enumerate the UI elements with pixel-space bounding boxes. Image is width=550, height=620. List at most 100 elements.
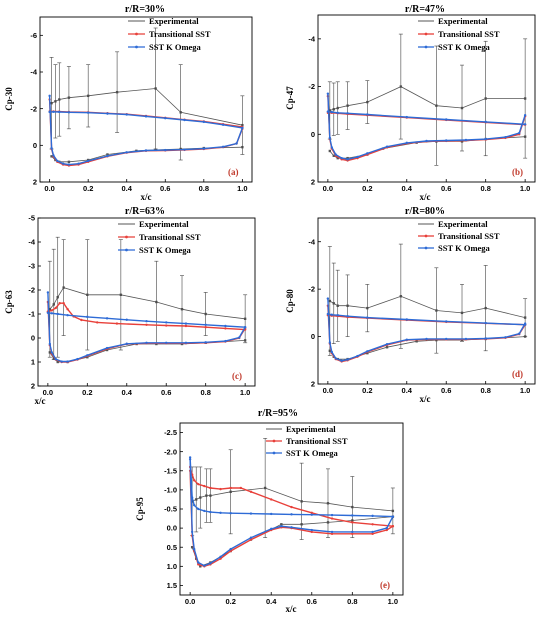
data-point-sst: [290, 513, 293, 516]
data-point-sst: [445, 320, 448, 323]
data-point-sst: [356, 354, 359, 358]
data-point-sst: [336, 314, 339, 317]
series-line-experimental: [51, 146, 243, 163]
legend-marker-transitional: [125, 235, 128, 239]
data-point-sst: [405, 318, 408, 321]
data-point-sst: [270, 527, 273, 531]
data-point-transitional: [145, 323, 148, 326]
legend-transitional: Transitional SST: [438, 231, 500, 241]
data-point-sst: [144, 149, 148, 152]
data-point-sst: [464, 138, 468, 142]
data-point-sst: [328, 341, 332, 344]
data-point-sst: [86, 354, 89, 357]
y-axis-label: Cp-47: [285, 86, 295, 110]
y-tick-label: -1.0: [164, 485, 177, 494]
data-point-sst: [145, 320, 148, 323]
legend-marker-transitional: [135, 32, 138, 36]
axis-ticks: 0.0 0.2 0.4 0.6 0.8 1.0 -2.5 -2.0 -1.5 -1.0 -0.5 0.…: [164, 428, 398, 606]
series-line-transitional: [327, 305, 526, 363]
series-line-experimental: [51, 88, 243, 126]
series-line-sst: [327, 110, 526, 125]
chart-title: r/R=80%: [405, 206, 445, 217]
legend-experimental: Experimental: [286, 424, 336, 434]
data-point-experimental: [385, 346, 389, 349]
data-point-sst: [106, 154, 109, 158]
y-tick-label: -6: [30, 31, 37, 40]
y-tick-label: -0.5: [164, 505, 177, 514]
y-tick-label: 0: [311, 332, 315, 341]
legend-marker-sst: [272, 451, 276, 455]
data-point-experimental: [67, 160, 71, 164]
series-line-sst: [48, 95, 244, 166]
data-point-sst: [346, 158, 349, 161]
data-point-transitional: [58, 302, 61, 305]
data-point-sst: [336, 111, 339, 115]
series-line-transitional: [47, 301, 246, 363]
data-point-sst: [238, 336, 241, 339]
y-tick-label: -4: [308, 237, 315, 246]
data-point-sst: [249, 536, 253, 539]
data-point-sst: [330, 350, 334, 354]
data-point-sst: [391, 515, 395, 518]
data-point-sst: [270, 512, 273, 516]
y-tick-label: -1.5: [164, 466, 177, 475]
y-tick-label: 2: [311, 380, 315, 389]
data-point-transitional: [224, 327, 227, 330]
data-point-transitional: [192, 479, 196, 482]
data-point-sst: [405, 338, 408, 341]
data-point-sst: [183, 118, 186, 122]
x-tick-label: 0.8: [347, 597, 357, 606]
data-point-transitional: [54, 306, 57, 310]
data-point-sst: [334, 153, 337, 156]
data-point-sst: [209, 510, 212, 514]
data-point-sst: [50, 351, 54, 354]
y-tick-label: 0: [31, 334, 35, 343]
data-point-sst: [66, 314, 69, 317]
legend: Experimental Transitional SST SST K Omeg…: [418, 16, 500, 52]
plot-marks: [326, 33, 528, 166]
data-point-transitional: [351, 521, 354, 524]
panel-label: (b): [512, 167, 523, 177]
y-tick-label: 0: [311, 130, 315, 139]
data-point-experimental: [199, 565, 202, 568]
data-point-sst: [164, 117, 167, 120]
x-tick-label: 0.2: [362, 184, 372, 193]
data-point-sst: [54, 357, 57, 361]
data-point-transitional: [115, 322, 119, 325]
data-point-sst: [192, 547, 196, 551]
data-point-transitional: [249, 490, 253, 493]
data-point-sst: [197, 561, 200, 564]
legend-experimental: Experimental: [149, 16, 199, 26]
y-tick-label: 1: [31, 358, 35, 367]
series-line-sst: [327, 313, 526, 326]
legend-transitional: Transitional SST: [139, 232, 201, 242]
series-line-experimental: [329, 295, 526, 318]
plot-frame: [317, 14, 536, 183]
data-point-sst: [106, 112, 109, 115]
data-point-sst: [280, 525, 283, 528]
legend: Experimental Transitional SST SST K Omeg…: [418, 219, 500, 253]
data-point-sst: [243, 326, 247, 329]
x-tick-label: 0.2: [82, 388, 92, 397]
legend-experimental: Experimental: [139, 219, 189, 229]
x-tick-label: 0.6: [307, 597, 317, 606]
data-point-sst: [371, 530, 374, 534]
data-point-experimental: [190, 546, 194, 549]
data-point-sst: [229, 547, 232, 551]
data-point-sst: [484, 321, 487, 325]
data-point-sst: [484, 120, 487, 124]
x-tick-label: 0.4: [122, 388, 133, 397]
data-point-sst: [445, 118, 448, 121]
x-tick-label: 0.4: [402, 386, 413, 395]
x-tick-label: 1.0: [237, 184, 247, 193]
data-point-sst: [356, 155, 359, 159]
plot-frame: [39, 16, 253, 183]
data-point-sst: [50, 312, 54, 315]
data-point-sst: [385, 342, 389, 346]
data-point-sst: [405, 115, 408, 119]
data-point-sst: [219, 555, 222, 558]
legend-marker-sst: [424, 45, 428, 49]
data-point-sst: [77, 162, 80, 165]
data-point-experimental: [336, 156, 339, 160]
